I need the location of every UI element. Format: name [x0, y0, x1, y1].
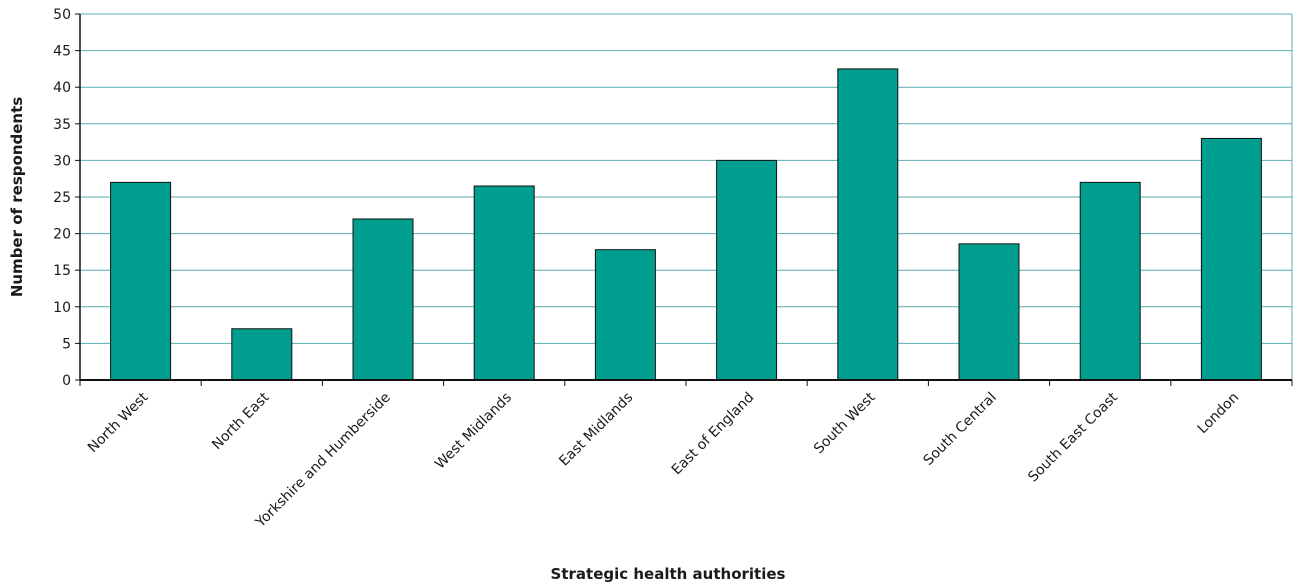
y-tick-label: 35 — [53, 117, 71, 133]
bar — [352, 218, 414, 381]
y-tick-label: 25 — [53, 190, 71, 206]
gridlines — [80, 13, 1293, 380]
x-tick-label: North East — [209, 389, 273, 453]
bar — [958, 243, 1020, 381]
y-tick-label: 15 — [53, 263, 71, 279]
x-tick-label: South West — [811, 389, 879, 457]
x-tick-label: East Midlands — [556, 390, 636, 470]
y-tick-label: 30 — [53, 153, 71, 169]
x-tick-label: South East Coast — [1025, 389, 1121, 485]
y-tick-label: 10 — [53, 300, 71, 316]
bars — [110, 68, 1262, 381]
y-tick-label: 40 — [53, 80, 71, 96]
y-tick-label: 0 — [62, 373, 71, 389]
x-tick-label: Yorkshire and Humberside — [252, 390, 394, 532]
axes — [75, 13, 1293, 386]
y-tick-label: 50 — [53, 7, 71, 23]
y-axis-title: Number of respondents — [8, 97, 26, 297]
bar — [473, 185, 535, 381]
x-tick-label: North West — [85, 389, 152, 456]
y-tick-label: 20 — [53, 227, 71, 243]
y-tick-labels: 0 5 10 15 20 25 30 35 40 45 50 — [53, 7, 71, 389]
x-axis-title: Strategic health authorities — [551, 565, 786, 583]
bar — [716, 159, 778, 381]
y-tick-label: 45 — [53, 44, 71, 60]
x-tick-label: London — [1195, 390, 1243, 438]
x-tick-label: South Central — [921, 390, 1000, 469]
bar — [1200, 137, 1262, 381]
bar — [231, 328, 293, 381]
bar — [594, 249, 656, 381]
x-tick-label: East of England — [669, 390, 758, 479]
x-tick-label: West Midlands — [432, 390, 515, 473]
y-tick-label: 5 — [62, 336, 71, 352]
bar — [837, 68, 899, 381]
bar — [1079, 181, 1141, 381]
bar — [110, 181, 172, 381]
